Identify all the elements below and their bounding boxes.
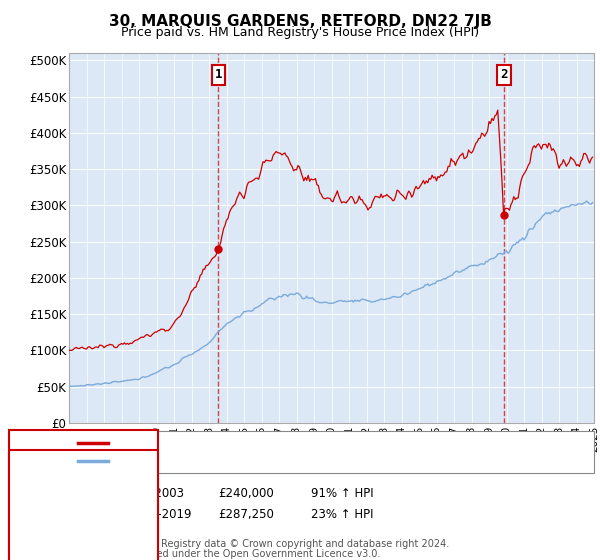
- Text: 1: 1: [80, 487, 87, 501]
- Text: 2: 2: [80, 507, 87, 521]
- Text: 1: 1: [215, 68, 222, 81]
- Text: 30, MARQUIS GARDENS, RETFORD, DN22 7JB (detached house): 30, MARQUIS GARDENS, RETFORD, DN22 7JB (…: [114, 438, 467, 448]
- Text: 23% ↑ HPI: 23% ↑ HPI: [311, 507, 373, 521]
- Text: £287,250: £287,250: [218, 507, 274, 521]
- Text: HPI: Average price, detached house, Bassetlaw: HPI: Average price, detached house, Bass…: [114, 456, 377, 466]
- Text: Contains HM Land Registry data © Crown copyright and database right 2024.: Contains HM Land Registry data © Crown c…: [69, 539, 449, 549]
- Text: Price paid vs. HM Land Registry's House Price Index (HPI): Price paid vs. HM Land Registry's House …: [121, 26, 479, 39]
- Text: 2: 2: [500, 68, 508, 81]
- Text: 30, MARQUIS GARDENS, RETFORD, DN22 7JB: 30, MARQUIS GARDENS, RETFORD, DN22 7JB: [109, 14, 491, 29]
- Text: 06-NOV-2019: 06-NOV-2019: [113, 507, 191, 521]
- Text: 15-JUL-2003: 15-JUL-2003: [113, 487, 185, 501]
- Text: £240,000: £240,000: [218, 487, 274, 501]
- Text: This data is licensed under the Open Government Licence v3.0.: This data is licensed under the Open Gov…: [69, 549, 380, 559]
- Text: 91% ↑ HPI: 91% ↑ HPI: [311, 487, 373, 501]
